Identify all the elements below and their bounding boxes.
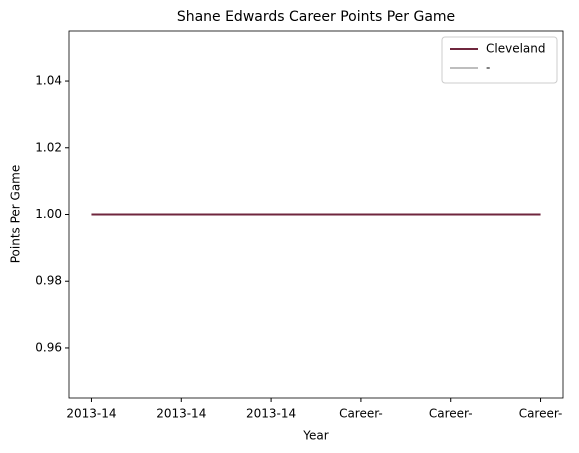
legend-label: Cleveland [486, 42, 546, 56]
y-tick-label: 0.98 [35, 274, 62, 288]
x-axis-label: Year [302, 429, 328, 443]
legend-label: - [486, 61, 490, 75]
x-tick-label: 2013-14 [246, 407, 296, 421]
plot-frame [68, 30, 564, 399]
y-tick-label: 1.00 [35, 207, 62, 221]
y-tick-label: 0.96 [35, 340, 62, 354]
x-tick-label: Career- [339, 407, 383, 421]
x-tick-label: 2013-14 [156, 407, 206, 421]
y-tick-label: 1.02 [35, 140, 62, 154]
x-tick-label: 2013-14 [66, 407, 116, 421]
x-tick-label: Career- [429, 407, 473, 421]
y-tick-label: 1.04 [35, 74, 62, 88]
x-tick-label: Career- [519, 407, 563, 421]
y-axis-label: Points Per Game [9, 165, 23, 264]
chart-title: Shane Edwards Career Points Per Game [177, 9, 455, 25]
